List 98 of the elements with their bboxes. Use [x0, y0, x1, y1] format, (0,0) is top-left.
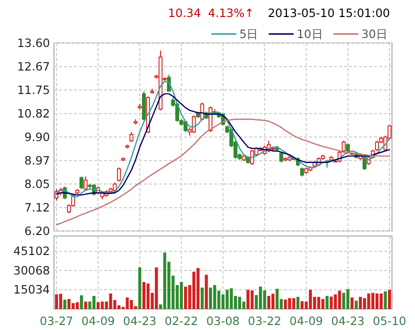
bar — [76, 302, 79, 309]
candlestick — [362, 156, 366, 171]
bar — [276, 288, 279, 309]
bar — [384, 291, 387, 309]
bar — [246, 290, 250, 309]
candlestick — [84, 176, 88, 191]
bar — [126, 297, 129, 309]
text: 2013-05-10 15:01:00 — [268, 6, 390, 20]
bar — [96, 302, 100, 309]
bar — [230, 288, 233, 309]
bar — [354, 300, 358, 309]
candlestick — [200, 102, 204, 121]
bar — [196, 268, 200, 309]
bar — [55, 294, 58, 309]
bar — [180, 282, 183, 309]
x-tick-label: 03-08 — [206, 314, 240, 328]
bar — [154, 267, 158, 309]
bar — [300, 301, 304, 309]
bar — [63, 300, 66, 309]
y-tick-label: 15034 — [13, 282, 50, 297]
bar — [222, 294, 224, 309]
x-tick-label: 04-09 — [81, 314, 115, 328]
bar — [350, 297, 354, 309]
candlestick — [80, 176, 84, 190]
bar — [284, 300, 287, 309]
y-tick-label: 7.12 — [24, 200, 50, 215]
y-tick-label: 11.75 — [17, 83, 50, 97]
y-tick-label: 8.05 — [24, 177, 50, 191]
bar — [130, 300, 133, 309]
text: 10.34 — [168, 6, 201, 20]
x-tick-label: 04-23 — [123, 314, 156, 328]
legend-label: 10日 — [296, 27, 324, 41]
bar — [321, 299, 324, 309]
bar — [138, 267, 142, 309]
bar — [80, 295, 83, 309]
bar — [92, 296, 96, 309]
candlestick — [192, 114, 196, 134]
bar — [59, 294, 62, 309]
y-tick-label: 45102 — [13, 244, 50, 258]
x-tick-label: 03-22 — [248, 314, 282, 328]
bar — [204, 274, 208, 309]
bar — [263, 290, 266, 309]
candlestick — [184, 120, 188, 132]
bar — [380, 294, 383, 309]
candlestick — [129, 131, 134, 143]
bar — [346, 289, 350, 309]
bar — [67, 299, 70, 309]
bar — [250, 290, 254, 309]
x-tick-label: 04-23 — [331, 314, 365, 328]
bar — [213, 285, 216, 309]
bar — [146, 284, 150, 309]
bar — [292, 298, 296, 309]
bar — [84, 302, 88, 309]
bar — [72, 303, 75, 309]
bar — [163, 252, 166, 309]
bar — [358, 296, 362, 309]
y-tick-label: 10.82 — [17, 106, 50, 121]
candlestick — [116, 166, 121, 182]
bar — [288, 298, 292, 309]
line-series — [56, 118, 390, 226]
y-tick-label: 12.67 — [17, 60, 50, 74]
bar — [238, 296, 242, 309]
y-tick-label: 6.20 — [24, 224, 50, 238]
x-tick-label: 04-09 — [290, 314, 323, 328]
bar — [317, 296, 320, 309]
x-tick-label: 03-27 — [40, 314, 74, 328]
bar — [330, 296, 333, 309]
bar — [258, 286, 262, 309]
y-tick-label: 9.90 — [24, 130, 50, 144]
bar — [342, 292, 346, 309]
bar — [142, 282, 146, 309]
x-tick-label: 02-22 — [164, 314, 198, 328]
bar — [338, 290, 342, 309]
legend-label: 30日 — [361, 27, 388, 41]
y-tick-label: 30068 — [13, 263, 50, 278]
bar — [388, 290, 391, 309]
bar — [100, 302, 104, 309]
text: 4.13%↑ — [208, 6, 254, 20]
x-tick-label: 05-10 — [372, 314, 406, 328]
bar — [267, 296, 270, 309]
bar — [326, 296, 329, 309]
y-tick-label: 8.97 — [24, 154, 50, 168]
bar — [296, 296, 300, 309]
bar — [109, 294, 112, 309]
bar — [334, 294, 337, 309]
y-tick-label: 13.60 — [17, 36, 50, 50]
bar — [308, 290, 312, 309]
bar — [271, 294, 274, 309]
bar — [209, 288, 212, 309]
bar — [376, 294, 379, 309]
bar — [184, 286, 188, 309]
bar — [367, 294, 370, 309]
bar — [371, 292, 374, 309]
bar — [192, 272, 196, 309]
bar — [226, 290, 229, 309]
candlestick — [250, 149, 254, 166]
bar — [200, 288, 204, 309]
legend-label: 5日 — [239, 27, 259, 41]
